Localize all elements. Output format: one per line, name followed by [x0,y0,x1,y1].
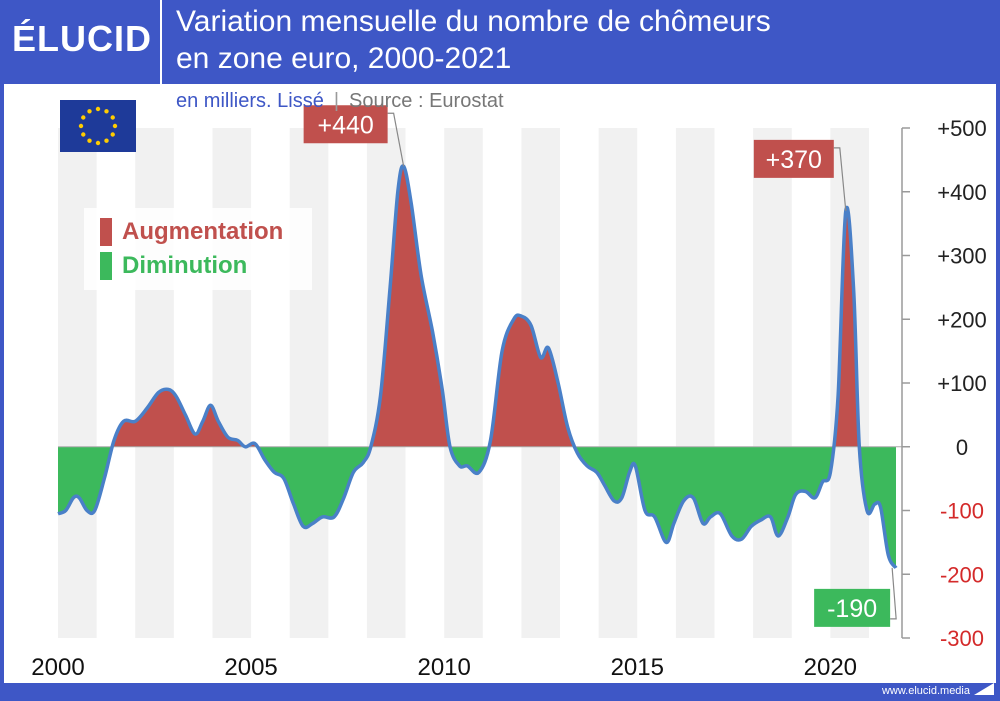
year-band [212,128,252,638]
annotation-leader [833,147,847,211]
annotation-label: -190 [827,595,877,623]
year-band [58,128,97,638]
y-tick-label: -200 [940,562,984,587]
legend-label-decrease: Diminution [122,252,248,279]
eu-flag-star [112,123,118,129]
y-tick-label: +500 [937,116,987,141]
header-bar: ÉLUCID Variation mensuelle du nombre de … [0,0,1000,84]
year-band [598,128,638,638]
annotation-leader [890,567,897,620]
subtitle-unit: en milliers. Lissé [176,90,324,112]
area-increase [58,165,896,447]
annotation-box [814,588,891,627]
chart-title-line1: Variation mensuelle du nombre de chômeur… [176,5,771,38]
series-line [57,164,898,569]
eu-flag-star [104,138,109,143]
x-tick-label: 2015 [611,654,664,681]
eu-flag-star [78,123,84,129]
y-tick-label: -100 [940,499,984,524]
x-tick-label: 2005 [224,654,277,681]
eu-flag-star [87,109,92,114]
legend-swatch-decrease [100,252,112,280]
annotation-box [753,139,834,178]
y-tick-label: +100 [937,371,987,396]
subtitle-source: Source : Eurostat [349,90,504,112]
year-band [444,128,483,638]
legend: Augmentation Diminution [84,208,312,290]
eu-flag-star [95,140,101,146]
subtitle-separator: | [333,90,340,112]
chart-subtitle: en milliers. Lissé | Source : Eurostat [176,90,504,113]
y-tick-label: +400 [937,180,987,205]
y-tick-label: 0 [956,435,968,460]
eu-flag-star [81,132,86,137]
annotation-label: +440 [317,111,373,139]
legend-swatch-increase [100,218,112,246]
chart-title-line2: en zone euro, 2000-2021 [176,42,512,75]
year-band [753,128,792,638]
year-band [135,128,174,638]
y-tick-label: +200 [937,307,987,332]
legend-label-increase: Augmentation [122,218,284,245]
year-band [289,128,329,638]
eu-flag-star [87,138,92,143]
annotation-leader [387,112,405,167]
y-tick-label: -300 [940,626,984,651]
annotation-box [303,105,388,144]
eu-flag-star [95,106,101,112]
x-tick-label: 2020 [804,654,857,681]
annotation-label: +370 [766,146,822,174]
eu-flag-star [104,109,109,114]
x-tick-label: 2010 [417,654,470,681]
logo: ÉLUCID [12,18,152,59]
eu-flag-star [110,132,115,137]
year-band [675,128,715,638]
eu-flag-star [110,115,115,120]
footer-url[interactable]: www.elucid.media [881,685,970,697]
eu-flag-star [81,115,86,120]
footer-logo-mark [974,683,994,695]
x-tick-label: 2000 [31,654,84,681]
y-tick-label: +300 [937,244,987,269]
header-divider [160,0,162,84]
area-decrease [58,446,896,568]
